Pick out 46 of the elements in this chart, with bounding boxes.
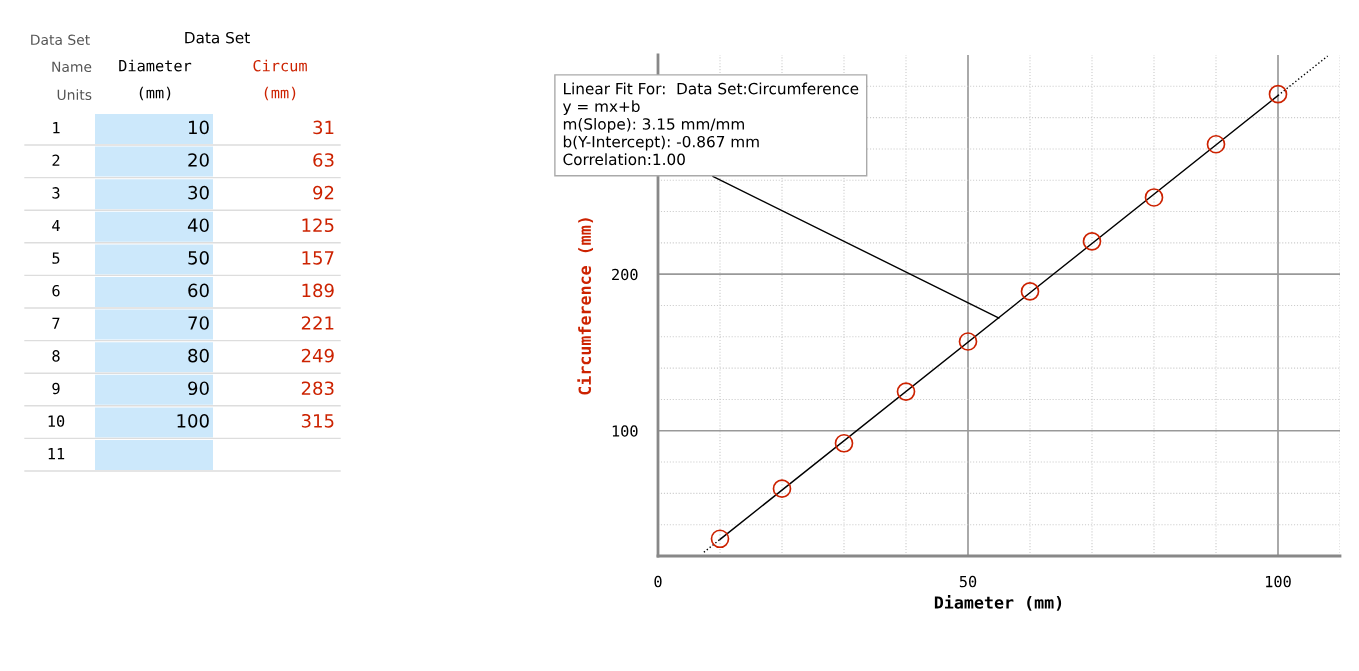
text: Diameter [119, 59, 192, 72]
text: 10 [189, 120, 209, 135]
text: 50 [188, 250, 209, 265]
x-tick-label: 0 [654, 575, 662, 588]
text: 100 [177, 413, 209, 428]
y-tick-label: 200 [612, 268, 638, 281]
text: 40 [187, 218, 209, 233]
text: 4 [52, 219, 60, 232]
text: 80 [188, 348, 209, 363]
text: 5 [52, 252, 60, 264]
text: 10 [48, 415, 65, 427]
text: (mm) [264, 86, 296, 101]
text: 157 [302, 251, 334, 265]
text: 9 [52, 382, 60, 395]
text: 31 [313, 120, 334, 135]
y-axis-title: Circumference (mm) [577, 218, 594, 395]
text: 30 [188, 185, 209, 200]
annotation: Linear Fit For: Data Set:Circumference y = mx+b m(Slope): 3.15 mm/mm b(Y-Intercept): -0.867 mm Correlation:1.00 [562, 82, 859, 166]
text: 92 [313, 185, 334, 200]
x-axis-title: Diameter (mm) [934, 594, 1062, 611]
text: 60 [188, 283, 209, 298]
text: 7 [52, 317, 60, 329]
text: Data Set [185, 31, 250, 44]
text: 283 [301, 381, 334, 396]
text: 2 [52, 154, 60, 166]
text: Data Set [31, 34, 90, 46]
text: 221 [301, 316, 334, 330]
text: (mm) [139, 86, 171, 101]
x-tick-label: 50 [959, 575, 977, 588]
text: 70 [188, 316, 209, 330]
text: 125 [302, 218, 334, 233]
text: 90 [188, 381, 209, 396]
text: Units [57, 89, 92, 101]
x-tick-label: 100 [1266, 575, 1291, 588]
text: 249 [301, 348, 334, 363]
text: Circum [253, 59, 307, 72]
text: 20 [188, 153, 209, 167]
text: 1 [53, 122, 60, 134]
text: 315 [301, 413, 334, 428]
text: 189 [302, 283, 334, 298]
text: 8 [52, 350, 60, 362]
text: 11 [48, 448, 65, 460]
text: 6 [52, 284, 60, 297]
text: 63 [313, 153, 334, 167]
text: Name [52, 61, 92, 73]
text: 3 [52, 187, 60, 199]
